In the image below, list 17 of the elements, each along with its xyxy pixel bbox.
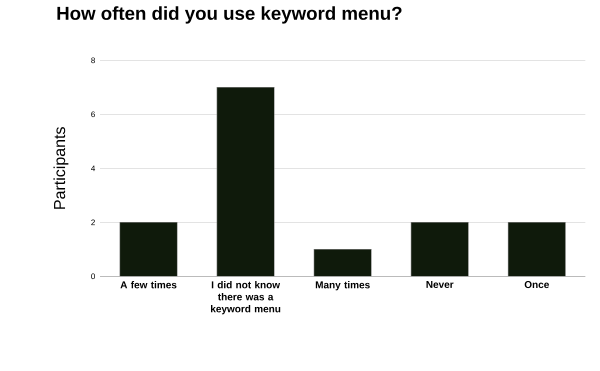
bar bbox=[120, 222, 178, 276]
y-tick-label: 4 bbox=[91, 166, 96, 172]
bar bbox=[314, 249, 372, 276]
x-tick-label: Never bbox=[426, 281, 454, 288]
y-tick-label: 2 bbox=[91, 220, 95, 226]
bar bbox=[508, 222, 566, 276]
y-tick-label: 8 bbox=[91, 58, 95, 64]
x-tick-label: I did not know there was a keyword menu bbox=[211, 281, 280, 314]
x-tick-label: A few times bbox=[120, 281, 176, 288]
x-tick-label: Once bbox=[524, 281, 549, 288]
bar bbox=[216, 87, 275, 276]
y-tick-label: 6 bbox=[91, 112, 95, 118]
y-axis-title: Participants bbox=[53, 127, 68, 209]
y-tick-label: 0 bbox=[91, 273, 95, 280]
bar bbox=[410, 222, 469, 276]
chart-title: How often did you use keyword menu? bbox=[57, 6, 402, 24]
x-tick-label: Many times bbox=[316, 281, 370, 290]
